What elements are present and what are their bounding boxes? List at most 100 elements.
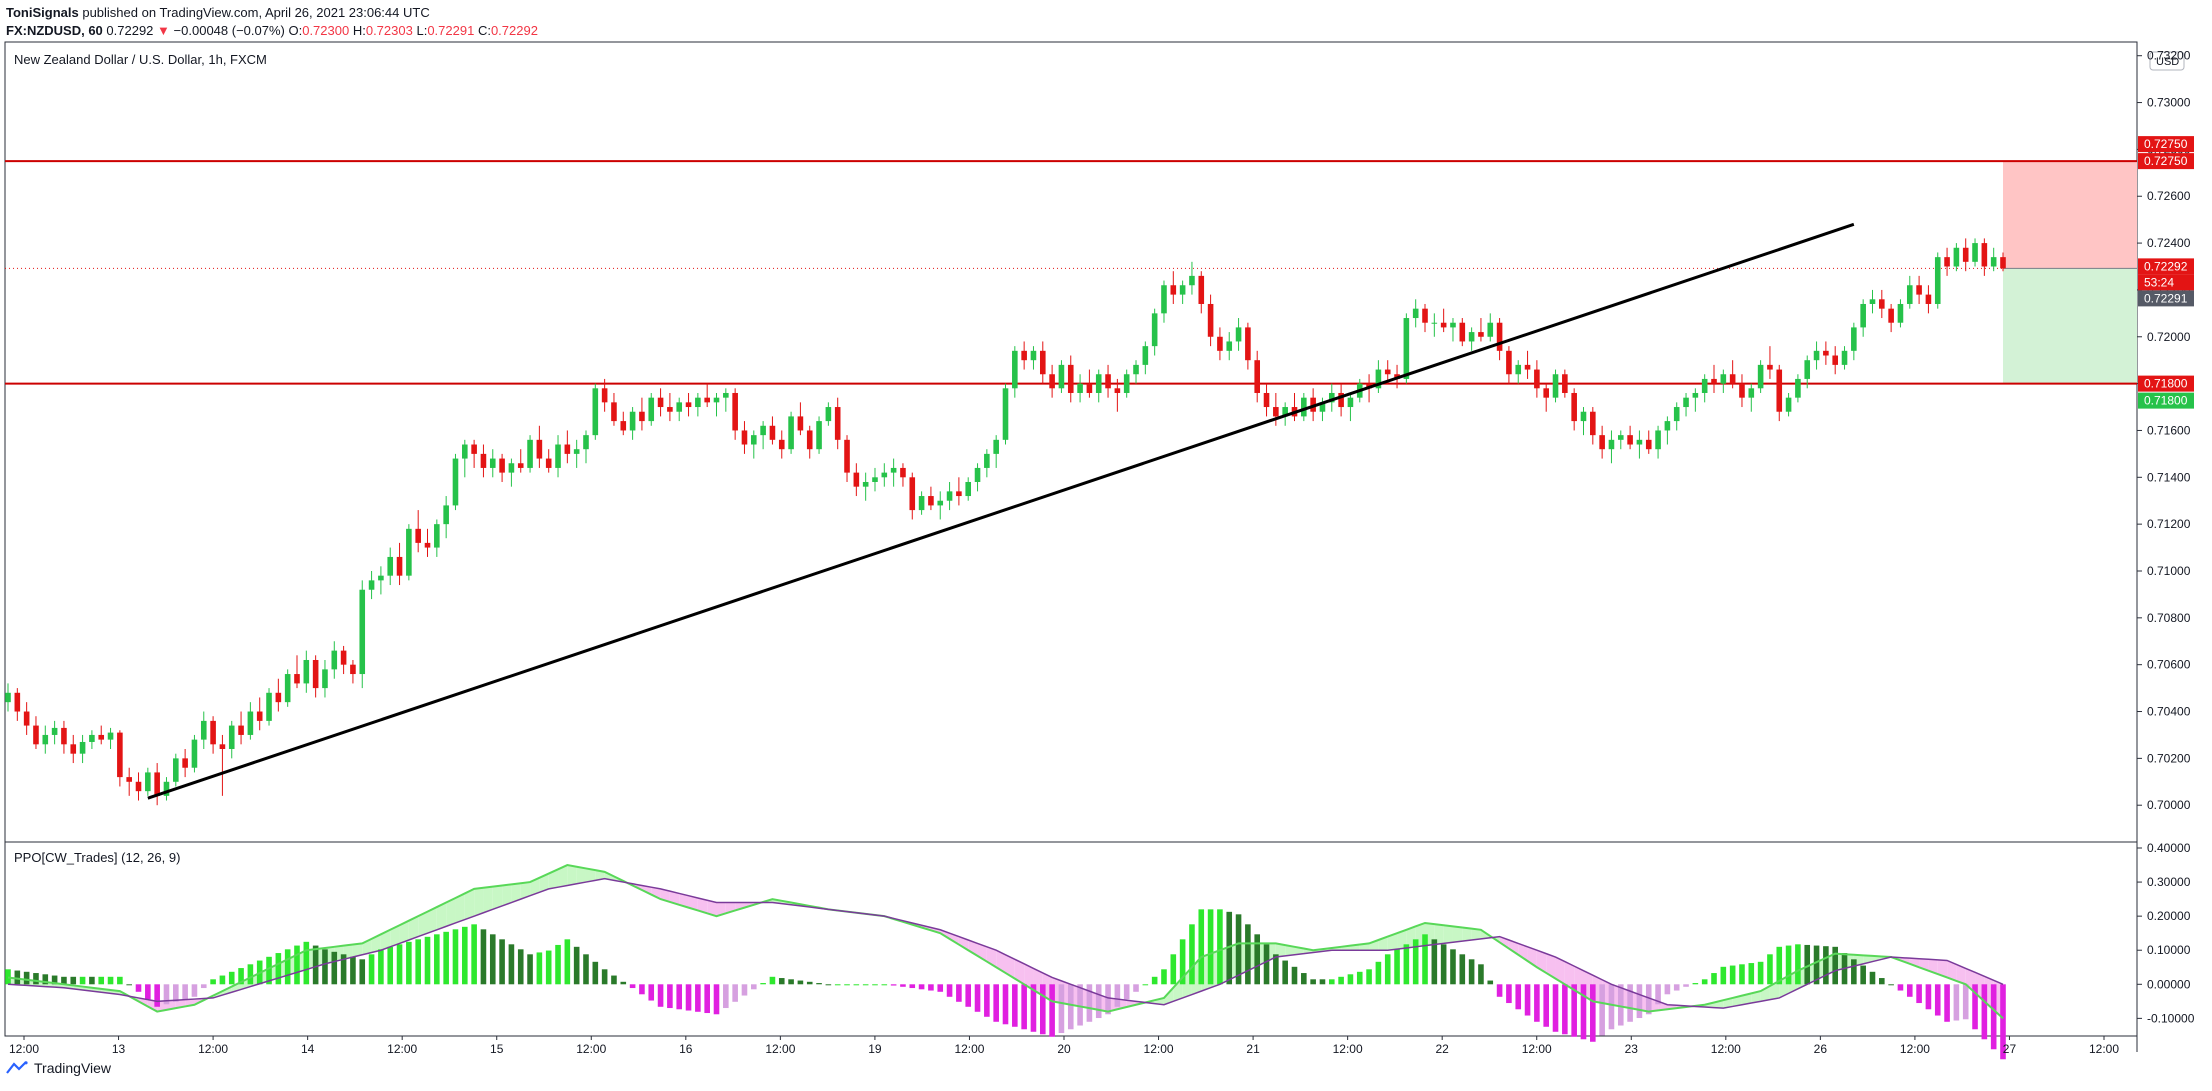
x-tick-label: 22 <box>1436 1042 1450 1056</box>
candle-down <box>1543 388 1549 398</box>
ppo-fill-segment <box>1956 964 1966 985</box>
ppo-histogram-bar <box>61 976 67 985</box>
ppo-histogram-bar <box>1720 966 1727 985</box>
ppo-histogram-bar <box>1934 984 1941 1016</box>
candle-down <box>340 650 347 665</box>
candle-down <box>732 392 738 431</box>
y-tick-label: 0.70200 <box>2147 751 2191 765</box>
ppo-histogram-bar <box>1440 944 1447 985</box>
ppo-fill-segment <box>408 916 419 940</box>
candle-down <box>499 458 505 473</box>
ppo-histogram-bar <box>1506 984 1512 1004</box>
candle-down <box>741 430 748 445</box>
candle-down <box>219 744 226 749</box>
candle-down <box>1440 322 1447 328</box>
ppo-histogram-bar <box>1925 984 1932 1010</box>
ppo-histogram-bar <box>974 984 981 1012</box>
candle-down <box>1590 411 1596 436</box>
ppo-histogram-bar <box>1701 979 1708 985</box>
level-high-label-2-bg <box>2138 153 2194 170</box>
ppo-histogram-bar <box>406 941 412 985</box>
candle-down <box>769 425 776 440</box>
candle-down <box>1105 374 1111 389</box>
ppo-histogram-bar <box>126 984 132 986</box>
ppo-histogram-bar <box>769 976 776 985</box>
level-low-label: 0.71800 <box>2144 377 2188 391</box>
candle-down <box>182 758 188 768</box>
ppo-fill-segment <box>1751 991 1761 1004</box>
candle-up <box>1608 439 1615 450</box>
ppo-histogram-bar <box>1450 949 1456 985</box>
candle-up <box>1030 350 1037 361</box>
ppo-histogram-bar <box>1049 984 1055 1037</box>
ppo-histogram-bar <box>5 969 11 985</box>
ppo-histogram-bar <box>862 984 869 986</box>
brand-name[interactable]: TradingView <box>34 1060 112 1076</box>
candle-down <box>704 397 710 403</box>
ppo-histogram-bar <box>1543 984 1549 1027</box>
ppo-histogram-bar <box>1813 945 1820 985</box>
ppo-histogram-bar <box>1636 984 1643 1019</box>
candle-down <box>1962 247 1969 262</box>
ppo-histogram-bar <box>1879 978 1885 985</box>
candle-down <box>1217 336 1223 351</box>
ppo-histogram-bar <box>33 973 39 985</box>
ppo-fill-segment <box>380 929 391 951</box>
ppo-histogram-bar <box>583 954 589 985</box>
candle-up <box>592 388 599 436</box>
candle-down <box>1086 383 1093 393</box>
ppo-histogram-bar <box>1459 954 1466 985</box>
ppo-histogram-bar <box>760 983 766 985</box>
ppo-y-tick-label: 0.20000 <box>2147 909 2191 923</box>
ppo-histogram-bar <box>564 939 571 985</box>
x-tick-label: 12:00 <box>1144 1042 1174 1056</box>
candle-down <box>1879 299 1885 309</box>
ppo-signal-line <box>7 877 2004 1009</box>
candle-up <box>228 725 235 749</box>
ppo-fill-segment <box>1443 925 1453 944</box>
ppo-histogram-bar <box>1207 909 1214 985</box>
ppo-histogram-bar <box>1673 984 1680 991</box>
high-label: H: <box>352 23 366 38</box>
candle-up <box>937 500 944 506</box>
ppo-histogram-bar <box>1683 984 1689 987</box>
candle-up <box>266 692 272 721</box>
x-tick-label: 15 <box>490 1042 504 1056</box>
ppo-histogram-bar <box>294 945 300 985</box>
ppo-histogram-bar <box>1021 984 1027 1030</box>
candle-up <box>555 444 561 468</box>
ppo-histogram-bar <box>573 946 580 985</box>
ppo-histogram-bar <box>611 975 617 985</box>
ppo-histogram-bar <box>462 926 468 985</box>
ppo-fill-segment <box>669 891 680 905</box>
tradingview-logo-icon[interactable] <box>6 1061 30 1075</box>
candle-up <box>79 741 86 754</box>
candle-up <box>881 472 888 478</box>
candle-down <box>517 463 524 468</box>
candle-down <box>909 477 916 511</box>
ppo-histogram-bar <box>517 949 524 985</box>
candle-up <box>1179 285 1186 295</box>
ppo-histogram-bar <box>396 944 403 985</box>
candle-down <box>1422 308 1428 323</box>
ppo-histogram-bar <box>1739 964 1745 985</box>
ppo-fill-segment <box>520 882 531 900</box>
y-tick-label: 0.71000 <box>2147 564 2191 578</box>
candle-down <box>33 725 39 745</box>
candle-down <box>135 781 142 792</box>
candle-down <box>1599 435 1605 450</box>
candle-up <box>1897 303 1904 323</box>
ppo-histogram-bar <box>890 984 897 986</box>
ppo-histogram-bar <box>424 936 431 985</box>
ppo-histogram-bar <box>1562 984 1568 1035</box>
ppo-histogram-bar <box>1058 984 1065 1034</box>
ppo-histogram-bar <box>452 929 459 985</box>
candle-down <box>312 659 319 689</box>
author-name[interactable]: ToniSignals <box>6 5 79 20</box>
ppo-histogram-bar <box>1179 939 1186 985</box>
ppo-histogram-bar <box>1095 984 1102 1019</box>
candle-down <box>1021 350 1027 361</box>
ppo-histogram-bar <box>620 981 627 985</box>
last-price: 0.72292 <box>106 23 154 38</box>
